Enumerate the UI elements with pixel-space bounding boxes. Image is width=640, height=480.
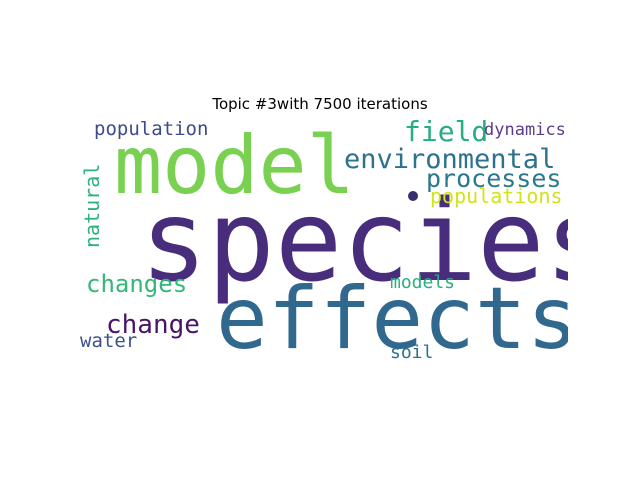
word-dynamics: dynamics [484,120,566,140]
word-species: species [140,177,568,307]
word-soil: soil [390,342,434,363]
word-effects: effects [216,269,568,366]
word-models: models [390,272,456,293]
word-environmental: environmental [344,144,556,175]
word-model: model [114,119,355,212]
word-cloud: species model effects environmental fiel… [80,118,568,366]
dot-mark [408,191,418,201]
word-natural: natural [80,163,104,248]
word-processes: processes [426,164,562,193]
word-water: water [80,330,138,352]
word-field: field [404,118,489,148]
word-population: population [94,118,209,140]
figure-title: Topic #3with 7500 iterations [212,95,428,113]
word-changes: changes [86,270,188,298]
word-change: change [106,310,200,340]
word-populations: populations [430,184,563,208]
